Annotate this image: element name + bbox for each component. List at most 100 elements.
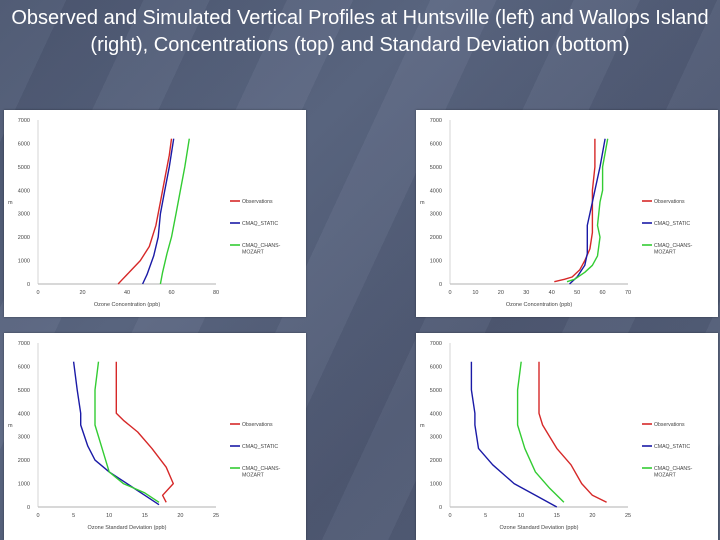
legend-label-line: MOZART (654, 473, 677, 479)
chart-svg: 0 1000 2000 3000 4000 5000 6000 7000 0 10 20 30 40 50… (420, 118, 693, 308)
y-tick-label: 7000 (430, 118, 442, 124)
chart-svg: 0 1000 2000 3000 4000 5000 6000 7000 0 5 10 15 20 25 O… (420, 341, 693, 531)
x-tick-label: 0 (36, 513, 39, 519)
x-tick-label: 20 (498, 290, 504, 296)
y-tick-label: 4000 (18, 188, 30, 194)
series-line-1 (117, 138, 173, 285)
y-tick-label: 6000 (18, 364, 30, 370)
wallops-concentration-chart: 0 1000 2000 3000 4000 5000 6000 7000 0 10 20 30 40 50… (416, 110, 718, 317)
y-tick-label: 6000 (430, 141, 442, 147)
chart-svg: 0 1000 2000 3000 4000 5000 6000 7000 0 20 40 60 80 Oz… (8, 118, 281, 308)
legend-label-line: CMAQ_CHANS- (242, 466, 281, 472)
x-axis-label: Ozone Concentration (ppb) (506, 302, 573, 308)
y-tick-label: 5000 (18, 165, 30, 171)
y-tick-label: 3000 (430, 212, 442, 218)
y-axis-label: m (420, 423, 425, 429)
x-tick-label: 60 (600, 290, 606, 296)
y-tick-label: 6000 (430, 364, 442, 370)
y-tick-label: 4000 (430, 188, 442, 194)
y-tick-label: 5000 (18, 388, 30, 394)
y-tick-label: 1000 (430, 482, 442, 488)
legend-label-3: CMAQ_CHANS-MOZART (654, 466, 693, 479)
y-tick-label: 3000 (18, 212, 30, 218)
series-line-1 (538, 361, 607, 503)
legend-label-1: Observations (242, 422, 273, 428)
x-tick-label: 80 (213, 290, 219, 296)
y-tick-label: 2000 (430, 458, 442, 464)
series-line-2 (141, 138, 175, 285)
y-tick-label: 1000 (18, 482, 30, 488)
y-tick-label: 7000 (18, 341, 30, 347)
x-axis-label: Ozone Standard Deviation (ppb) (88, 525, 167, 531)
x-tick-label: 15 (142, 513, 148, 519)
series-line-2 (470, 361, 558, 508)
x-tick-label: 25 (213, 513, 219, 519)
y-tick-label: 1000 (430, 259, 442, 265)
x-tick-label: 30 (523, 290, 529, 296)
x-tick-label: 10 (518, 513, 524, 519)
series-line-1 (115, 361, 174, 503)
series-line-2 (569, 138, 606, 285)
y-tick-label: 4000 (18, 411, 30, 417)
legend-label-2: CMAQ_STATIC (242, 444, 278, 450)
x-tick-label: 10 (106, 513, 112, 519)
x-tick-label: 50 (574, 290, 580, 296)
legend-label-line: CMAQ_CHANS- (654, 243, 693, 249)
legend-label-1: Observations (242, 199, 273, 205)
y-tick-label: 3000 (430, 435, 442, 441)
y-tick-label: 2000 (18, 235, 30, 241)
huntsville-concentration-chart: 0 1000 2000 3000 4000 5000 6000 7000 0 20 40 60 80 Oz… (4, 110, 306, 317)
series-line-3 (159, 138, 190, 285)
x-tick-label: 25 (625, 513, 631, 519)
legend-label-2: CMAQ_STATIC (242, 221, 278, 227)
y-axis-label: m (8, 423, 13, 429)
y-tick-label: 5000 (430, 165, 442, 171)
huntsville-stddev-chart: 0 1000 2000 3000 4000 5000 6000 7000 0 5 10 15 20 25 O… (4, 333, 306, 540)
legend-label-1: Observations (654, 422, 685, 428)
legend-label-line: CMAQ_CHANS- (654, 466, 693, 472)
x-tick-label: 5 (72, 513, 75, 519)
x-tick-label: 40 (549, 290, 555, 296)
legend-label-3: CMAQ_CHANS-MOZART (242, 243, 281, 256)
series-line-3 (566, 138, 609, 283)
slide-title: Observed and Simulated Vertical Profiles… (11, 7, 709, 56)
x-tick-label: 20 (177, 513, 183, 519)
x-tick-label: 10 (472, 290, 478, 296)
x-tick-label: 60 (168, 290, 174, 296)
x-tick-label: 20 (589, 513, 595, 519)
legend-label-3: CMAQ_CHANS-MOZART (654, 243, 693, 256)
series-line-1 (554, 138, 596, 283)
chart-svg: 0 1000 2000 3000 4000 5000 6000 7000 0 5 10 15 20 25 O… (8, 341, 281, 531)
y-tick-label: 2000 (430, 235, 442, 241)
x-tick-label: 70 (625, 290, 631, 296)
x-tick-label: 0 (36, 290, 39, 296)
x-tick-label: 0 (448, 290, 451, 296)
y-tick-label: 3000 (18, 435, 30, 441)
y-tick-label: 5000 (430, 388, 442, 394)
y-tick-label: 2000 (18, 458, 30, 464)
y-tick-label: 7000 (18, 118, 30, 124)
y-tick-label: 0 (439, 282, 442, 288)
legend-label-2: CMAQ_STATIC (654, 444, 690, 450)
y-axis-label: m (420, 200, 425, 206)
legend-label-2: CMAQ_STATIC (654, 221, 690, 227)
y-axis-label: m (8, 200, 13, 206)
x-tick-label: 40 (124, 290, 130, 296)
wallops-stddev-chart: 0 1000 2000 3000 4000 5000 6000 7000 0 5 10 15 20 25 O… (416, 333, 718, 540)
series-line-3 (516, 361, 565, 503)
series-line-3 (94, 361, 160, 503)
x-axis-label: Ozone Standard Deviation (ppb) (500, 525, 579, 531)
legend-label-line: CMAQ_CHANS- (242, 243, 281, 249)
legend-label-1: Observations (654, 199, 685, 205)
legend-label-line: MOZART (654, 250, 677, 256)
legend-label-line: MOZART (242, 473, 265, 479)
x-tick-label: 15 (554, 513, 560, 519)
x-tick-label: 0 (448, 513, 451, 519)
y-tick-label: 0 (439, 505, 442, 511)
x-axis-label: Ozone Concentration (ppb) (94, 302, 161, 308)
legend-label-line: MOZART (242, 250, 265, 256)
y-tick-label: 6000 (18, 141, 30, 147)
y-tick-label: 0 (27, 282, 30, 288)
y-tick-label: 4000 (430, 411, 442, 417)
x-tick-label: 20 (79, 290, 85, 296)
